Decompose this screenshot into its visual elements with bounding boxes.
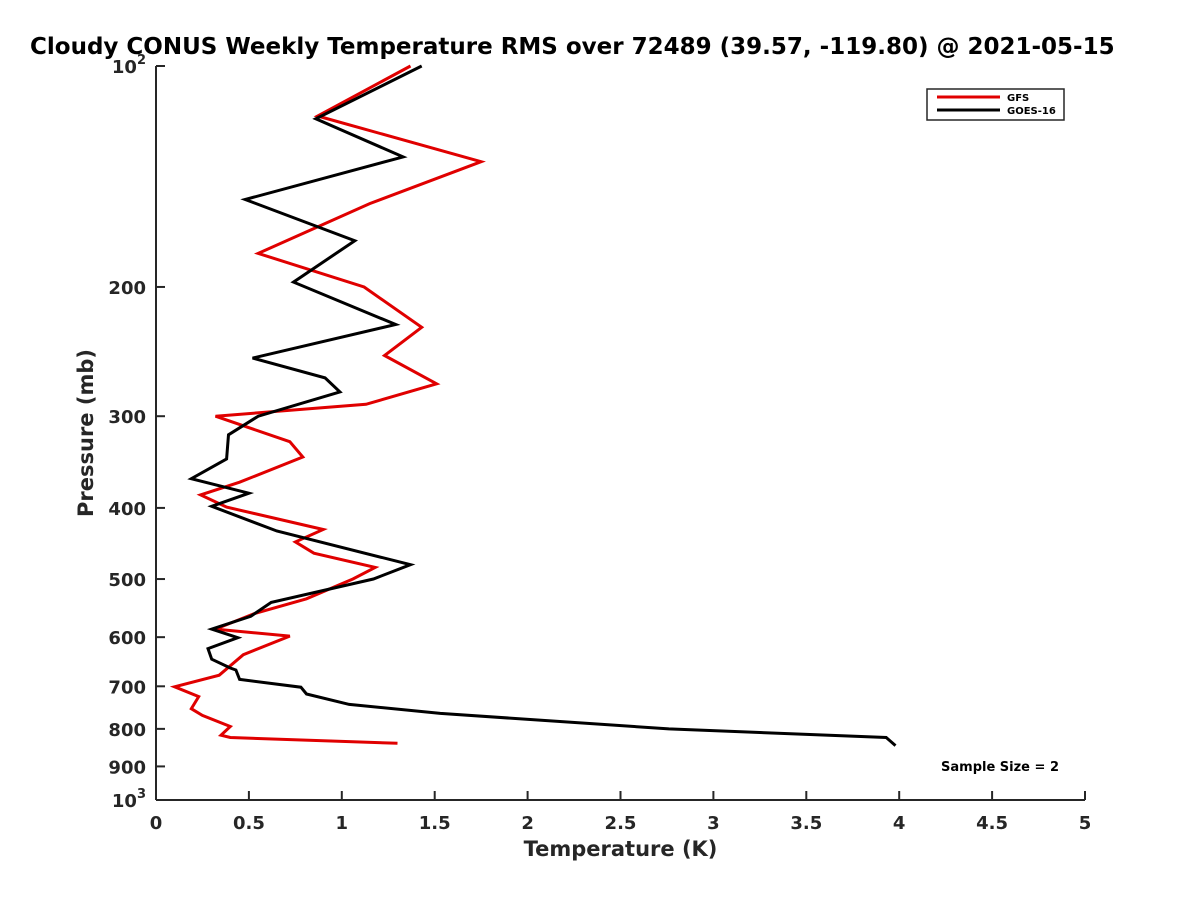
x-axis-label: Temperature (K) xyxy=(524,837,718,861)
x-tick-label: 4.5 xyxy=(976,813,1008,834)
y-tick-label: 102 xyxy=(112,53,146,78)
legend-entry-label: GOES-16 xyxy=(1007,106,1056,117)
y-tick-label: 800 xyxy=(108,720,146,741)
x-tick-label: 5 xyxy=(1079,813,1092,834)
y-tick-label: 400 xyxy=(108,499,146,520)
chart-title: Cloudy CONUS Weekly Temperature RMS over… xyxy=(30,34,1115,60)
x-tick-label: 4 xyxy=(893,813,906,834)
y-tick-label: 103 xyxy=(112,787,146,812)
x-tick-label: 2 xyxy=(521,813,534,834)
x-tick-label: 0.5 xyxy=(233,813,265,834)
sample-size-annotation: Sample Size = 2 xyxy=(941,760,1059,775)
y-axis-ticks: 102 200 300 400 500 600 700 800 900 103 xyxy=(108,53,165,812)
x-tick-label: 1.5 xyxy=(419,813,451,834)
y-tick-label: 900 xyxy=(108,757,146,778)
x-tick-label: 3.5 xyxy=(790,813,822,834)
series-line-goes-16 xyxy=(187,64,897,747)
y-tick-label: 500 xyxy=(108,570,146,591)
y-tick-label: 200 xyxy=(108,278,146,299)
x-tick-label: 0 xyxy=(150,813,163,834)
series-line-gfs xyxy=(169,64,486,745)
x-tick-label: 1 xyxy=(336,813,349,834)
x-axis-ticks: 0 0.5 1 1.5 2 2.5 3 3.5 4 4.5 5 xyxy=(150,791,1092,834)
y-tick-label: 600 xyxy=(108,628,146,649)
series-lines xyxy=(169,64,897,747)
x-tick-label: 3 xyxy=(707,813,720,834)
plot-area: 0 0.5 1 1.5 2 2.5 3 3.5 4 4.5 5 102 200 300 400 500 600… xyxy=(108,53,1091,834)
y-axis-label: Pressure (mb) xyxy=(74,349,98,517)
x-tick-label: 2.5 xyxy=(605,813,637,834)
legend-entry-label: GFS xyxy=(1007,93,1029,104)
y-tick-label: 700 xyxy=(108,677,146,698)
legend-box xyxy=(926,88,1065,121)
legend: GFS GOES-16 xyxy=(926,88,1065,121)
y-tick-label: 300 xyxy=(108,407,146,428)
